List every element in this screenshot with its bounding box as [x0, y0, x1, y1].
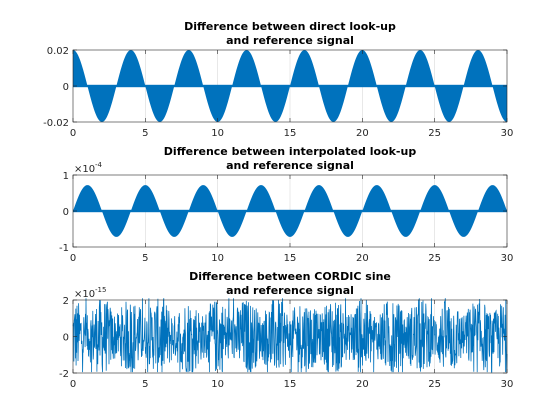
- y-tick-label: 0.02: [47, 46, 69, 57]
- x-tick-label: 10: [211, 128, 224, 139]
- y-tick-label: 2: [63, 296, 69, 307]
- x-tick-label: 15: [284, 128, 297, 139]
- chart-title-line2: and reference signal: [226, 34, 354, 47]
- x-tick-label: 15: [284, 253, 297, 264]
- y-tick-label: 1: [63, 171, 69, 182]
- x-tick-label: 25: [428, 128, 441, 139]
- chart-title-line2: and reference signal: [226, 284, 354, 297]
- error-line: [72, 298, 508, 373]
- subplot-interpolated-lookup: Difference between interpolated look-up …: [59, 145, 513, 264]
- chart-title-line1: Difference between CORDIC sine: [189, 270, 391, 283]
- y-exponent-label: ×10: [74, 164, 95, 175]
- chart-title-line2: and reference signal: [226, 159, 354, 172]
- x-tick-label: 20: [356, 128, 369, 139]
- x-tick-label: 15: [284, 379, 297, 390]
- x-tick-label: 30: [501, 253, 514, 264]
- subplot-direct-lookup: Difference between direct look-up and re…: [43, 20, 513, 139]
- y-tick-label: -0.02: [43, 118, 69, 129]
- y-tick-label: -1: [59, 243, 69, 254]
- chart-title-line1: Difference between interpolated look-up: [164, 145, 417, 158]
- x-tick-label: 5: [142, 128, 148, 139]
- y-tick-label: 0: [63, 333, 69, 344]
- x-tick-label: 0: [70, 379, 76, 390]
- zero-band: [73, 209, 507, 213]
- x-tick-label: 0: [70, 128, 76, 139]
- y-tick-label: 0: [63, 82, 69, 93]
- x-tick-label: 10: [211, 253, 224, 264]
- y-exponent-label: ×10: [74, 289, 95, 300]
- x-tick-label: 20: [356, 253, 369, 264]
- x-tick-label: 30: [501, 128, 514, 139]
- x-tick-label: 30: [501, 379, 514, 390]
- y-tick-label: -2: [59, 369, 69, 380]
- zero-band: [73, 84, 507, 88]
- y-exponent-power: -15: [95, 286, 106, 294]
- y-tick-label: 0: [63, 207, 69, 218]
- chart-title-line1: Difference between direct look-up: [184, 20, 396, 33]
- x-tick-label: 10: [211, 379, 224, 390]
- x-tick-label: 5: [142, 379, 148, 390]
- x-tick-label: 20: [356, 379, 369, 390]
- x-tick-label: 25: [428, 379, 441, 390]
- subplot-cordic-sine: Difference between CORDIC sine and refer…: [59, 270, 513, 390]
- x-tick-label: 25: [428, 253, 441, 264]
- x-tick-label: 5: [142, 253, 148, 264]
- x-tick-label: 0: [70, 253, 76, 264]
- y-exponent-power: -4: [95, 161, 103, 169]
